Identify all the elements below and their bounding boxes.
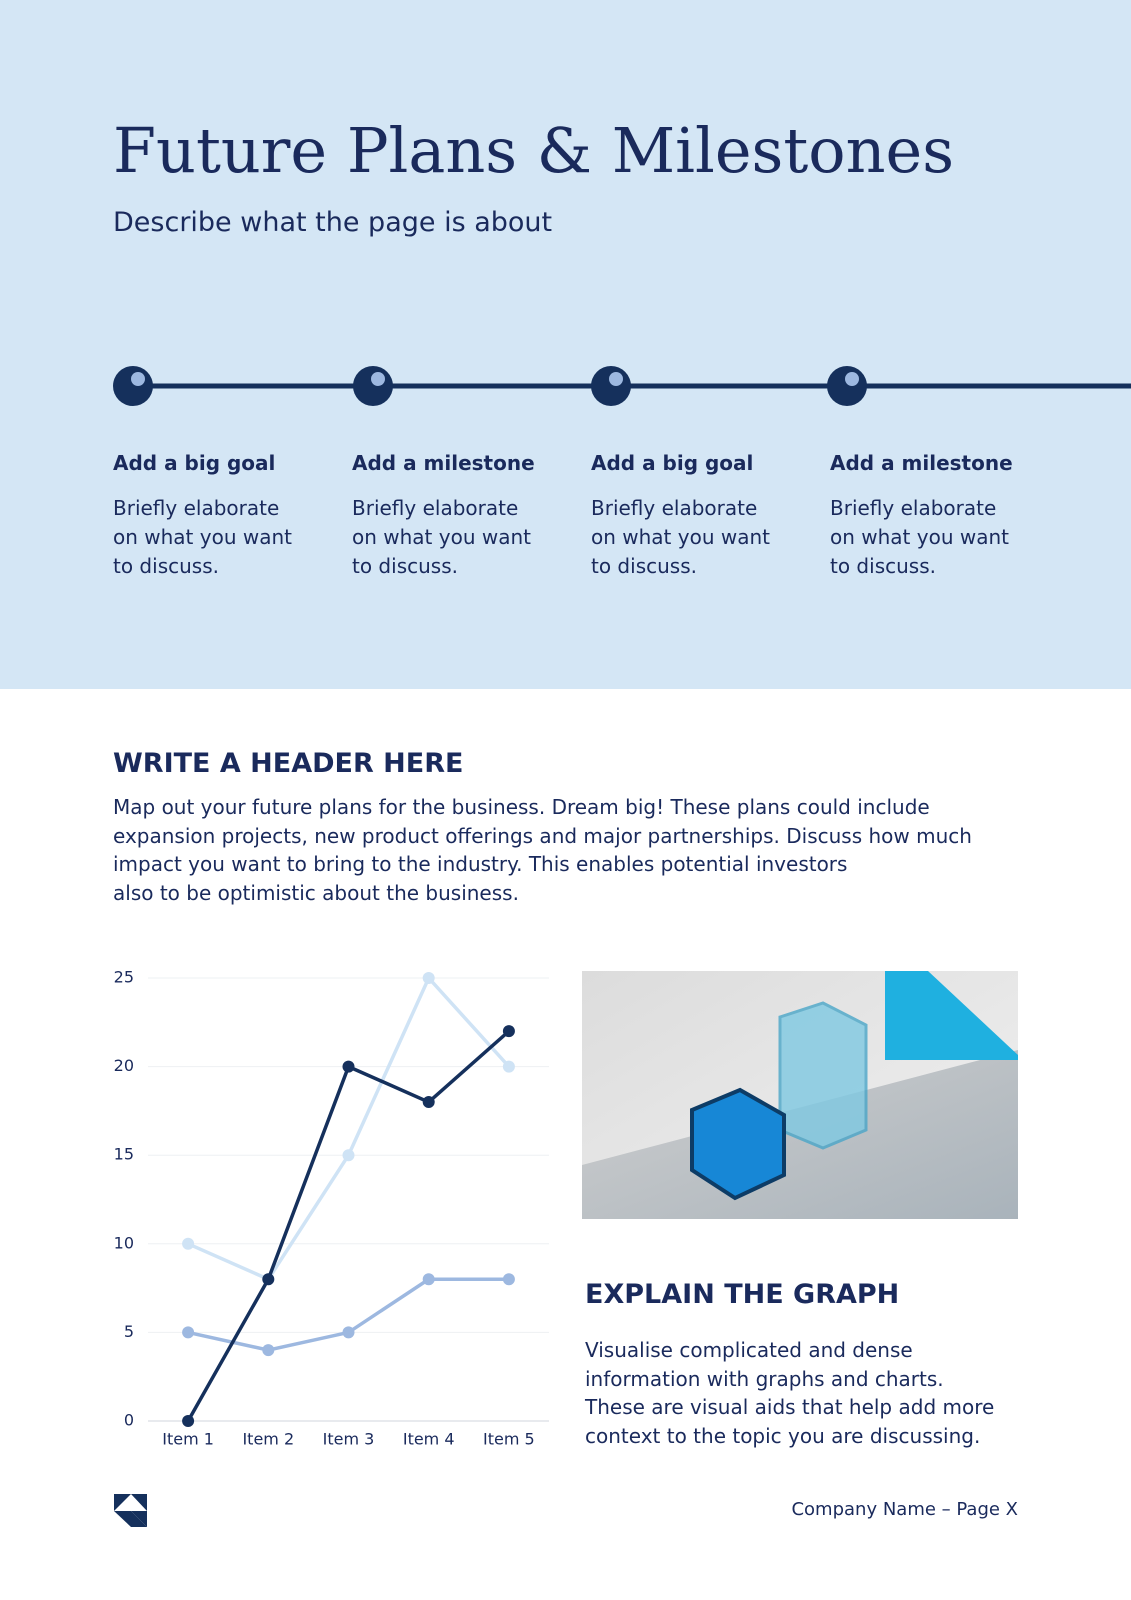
text-line: to discuss. (591, 554, 697, 578)
section-header: WRITE A HEADER HERE (113, 748, 464, 779)
text-line: to discuss. (113, 554, 219, 578)
data-point (262, 1273, 275, 1286)
y-tick-label: 10 (114, 1233, 134, 1252)
milestone-title: Add a milestone (830, 451, 1013, 475)
text-line: on what you want (113, 525, 292, 549)
footer-text: Company Name – Page X (791, 1499, 1018, 1520)
text-line: Visualise complicated and dense (585, 1338, 913, 1362)
x-tick-label: Item 3 (323, 1430, 375, 1449)
text-line: information with graphs and charts. (585, 1366, 944, 1391)
series-line (187, 974, 511, 1282)
text-line: context to the topic you are discussing. (585, 1423, 981, 1448)
milestone-title: Add a big goal (591, 451, 754, 475)
series-line (186, 1029, 511, 1422)
x-tick-label: Item 1 (162, 1430, 214, 1449)
photo (582, 971, 1018, 1219)
text-line: on what you want (830, 525, 1009, 549)
timeline-dots (113, 366, 867, 406)
text-line: Briefly elaborate (113, 496, 280, 520)
data-point (342, 1326, 355, 1339)
text-line: to discuss. (352, 554, 458, 578)
text-line: impact you want to bring to the industry… (113, 852, 848, 876)
data-point (182, 1326, 195, 1339)
milestone-title: Add a big goal (113, 451, 276, 475)
data-point (342, 1060, 355, 1073)
text-line: expansion projects, new product offering… (113, 823, 972, 848)
y-tick-label: 5 (124, 1322, 134, 1341)
data-point (502, 1060, 515, 1073)
text-line: to discuss. (830, 554, 936, 578)
y-tick-label: 15 (114, 1145, 134, 1164)
y-tick-label: 25 (114, 968, 134, 987)
header-band (0, 0, 1131, 689)
text-line: Briefly elaborate (591, 496, 758, 520)
explain-text: Visualise complicated and dense informati… (585, 1336, 994, 1450)
data-point (422, 1273, 435, 1286)
x-tick-label: Item 5 (483, 1430, 535, 1449)
subtitle: Describe what the page is about (113, 207, 553, 238)
milestone-text: Briefly elaborate on what you want to disc… (830, 494, 1009, 581)
page-title: Future Plans & Milestones (113, 114, 955, 187)
text-line: Map out your future plans for the busine… (113, 795, 930, 819)
x-tick-label: Item 2 (242, 1430, 294, 1449)
data-point (262, 1344, 275, 1357)
y-tick-label: 0 (124, 1411, 134, 1430)
logo (114, 1494, 147, 1527)
y-tick-label: 20 (114, 1056, 134, 1075)
text-line: Briefly elaborate (830, 496, 997, 520)
milestone-text: Briefly elaborate on what you want to disc… (352, 494, 531, 581)
data-point (182, 1237, 195, 1250)
milestone-text: Briefly elaborate on what you want to disc… (113, 494, 292, 581)
data-point (502, 1273, 515, 1286)
line-chart: 0 5 10 15 20 25 Item 1 Item 2 Item 3 Item 4 Item 5 (114, 968, 549, 1449)
data-point (342, 1149, 355, 1162)
text-line: also to be optimistic about the business… (113, 880, 519, 905)
data-point (502, 1025, 515, 1038)
text-line: on what you want (591, 525, 770, 549)
x-tick-label: Item 4 (403, 1430, 455, 1449)
milestone-text: Briefly elaborate on what you want to disc… (591, 494, 770, 581)
section-text: Map out your future plans for the busine… (113, 793, 972, 907)
milestone-title: Add a milestone (352, 451, 535, 475)
data-point (182, 1415, 195, 1427)
explain-header: EXPLAIN THE GRAPH (585, 1279, 900, 1310)
data-point (422, 972, 435, 984)
text-line: on what you want (352, 525, 531, 549)
text-line: Briefly elaborate (352, 496, 519, 520)
text-line: These are visual aids that help add more (585, 1395, 995, 1419)
data-point (422, 1096, 435, 1109)
